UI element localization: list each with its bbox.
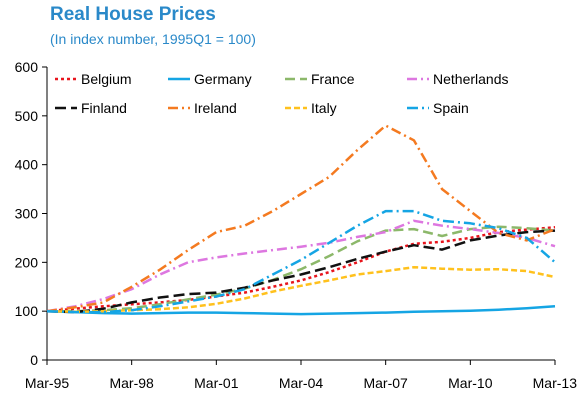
y-tick-label: 0 xyxy=(30,352,38,368)
legend-label-france: France xyxy=(311,71,355,87)
series-line-germany xyxy=(46,305,556,316)
series-line-ireland xyxy=(46,124,556,313)
legend-label-belgium: Belgium xyxy=(81,71,132,87)
x-tick-label: Mar-07 xyxy=(363,375,408,391)
legend-label-ireland: Ireland xyxy=(194,100,237,116)
series-line-netherlands xyxy=(46,219,556,313)
x-tick-label: Mar-95 xyxy=(25,375,70,391)
series-line-france xyxy=(47,225,556,313)
axes: 0 100 200 300 400 500 600 Mar-95 Mar-98 Mar-01 Mar… xyxy=(15,59,578,391)
series-line-belgium xyxy=(46,225,556,313)
chart-title: Real House Prices xyxy=(50,4,216,25)
y-tick-label: 300 xyxy=(15,206,39,222)
legend-label-spain: Spain xyxy=(433,100,469,116)
legend-label-finland: Finland xyxy=(81,100,127,116)
x-tick-label: Mar-04 xyxy=(279,375,324,391)
series-line-finland xyxy=(46,229,556,314)
x-tick-label: Mar-01 xyxy=(194,375,239,391)
series-lines xyxy=(46,124,556,316)
y-tick-label: 400 xyxy=(15,157,39,173)
legend-label-italy: Italy xyxy=(311,100,337,116)
legend-label-netherlands: Netherlands xyxy=(433,71,509,87)
chart-subtitle: (In index number, 1995Q1 = 100) xyxy=(50,31,256,47)
y-tick-label: 600 xyxy=(15,59,39,75)
x-tick-label: Mar-10 xyxy=(448,375,493,391)
legend: Belgium Germany France Netherlands Finland Ir… xyxy=(55,71,509,116)
y-tick-label: 200 xyxy=(15,254,39,270)
series-line-spain xyxy=(46,209,556,314)
x-tick-label: Mar-98 xyxy=(109,375,154,391)
legend-label-germany: Germany xyxy=(194,71,252,87)
x-tick-label: Mar-13 xyxy=(533,375,578,391)
y-tick-label: 500 xyxy=(15,108,39,124)
y-tick-label: 100 xyxy=(15,303,39,319)
